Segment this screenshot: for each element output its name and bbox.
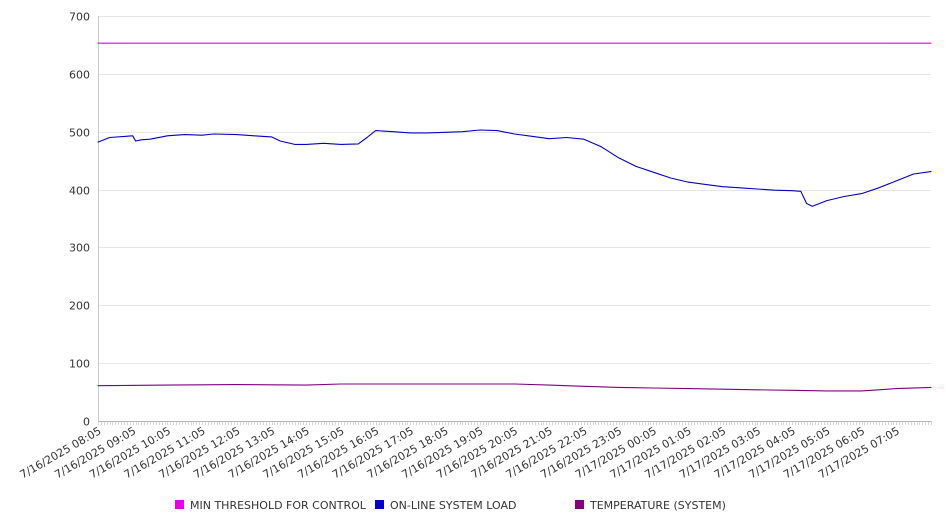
grid-layer [98,16,931,364]
y-tick-label: 600 [69,69,90,82]
y-tick-label: 100 [69,358,90,371]
series-line-on-line-system-load [97,129,932,207]
legend-label: ON-LINE SYSTEM LOAD [390,499,516,512]
series-line-temperature-system [97,383,932,392]
y-tick-label: 700 [69,11,90,24]
legend-label: MIN THRESHOLD FOR CONTROL [190,499,367,512]
legend: MIN THRESHOLD FOR CONTROL ON-LINE SYSTEM … [175,499,726,512]
y-tick-label: 300 [69,242,90,255]
legend-swatch [175,500,184,509]
legend-label: TEMPERATURE (SYSTEM) [589,499,726,512]
y-tick-label: 500 [69,127,90,140]
y-tick-label: 0 [83,416,90,429]
legend-swatch [575,500,584,509]
legend-swatch [375,500,384,509]
y-tick-label: 200 [69,300,90,313]
y-tick-label: 400 [69,185,90,198]
series-layer [97,42,932,392]
